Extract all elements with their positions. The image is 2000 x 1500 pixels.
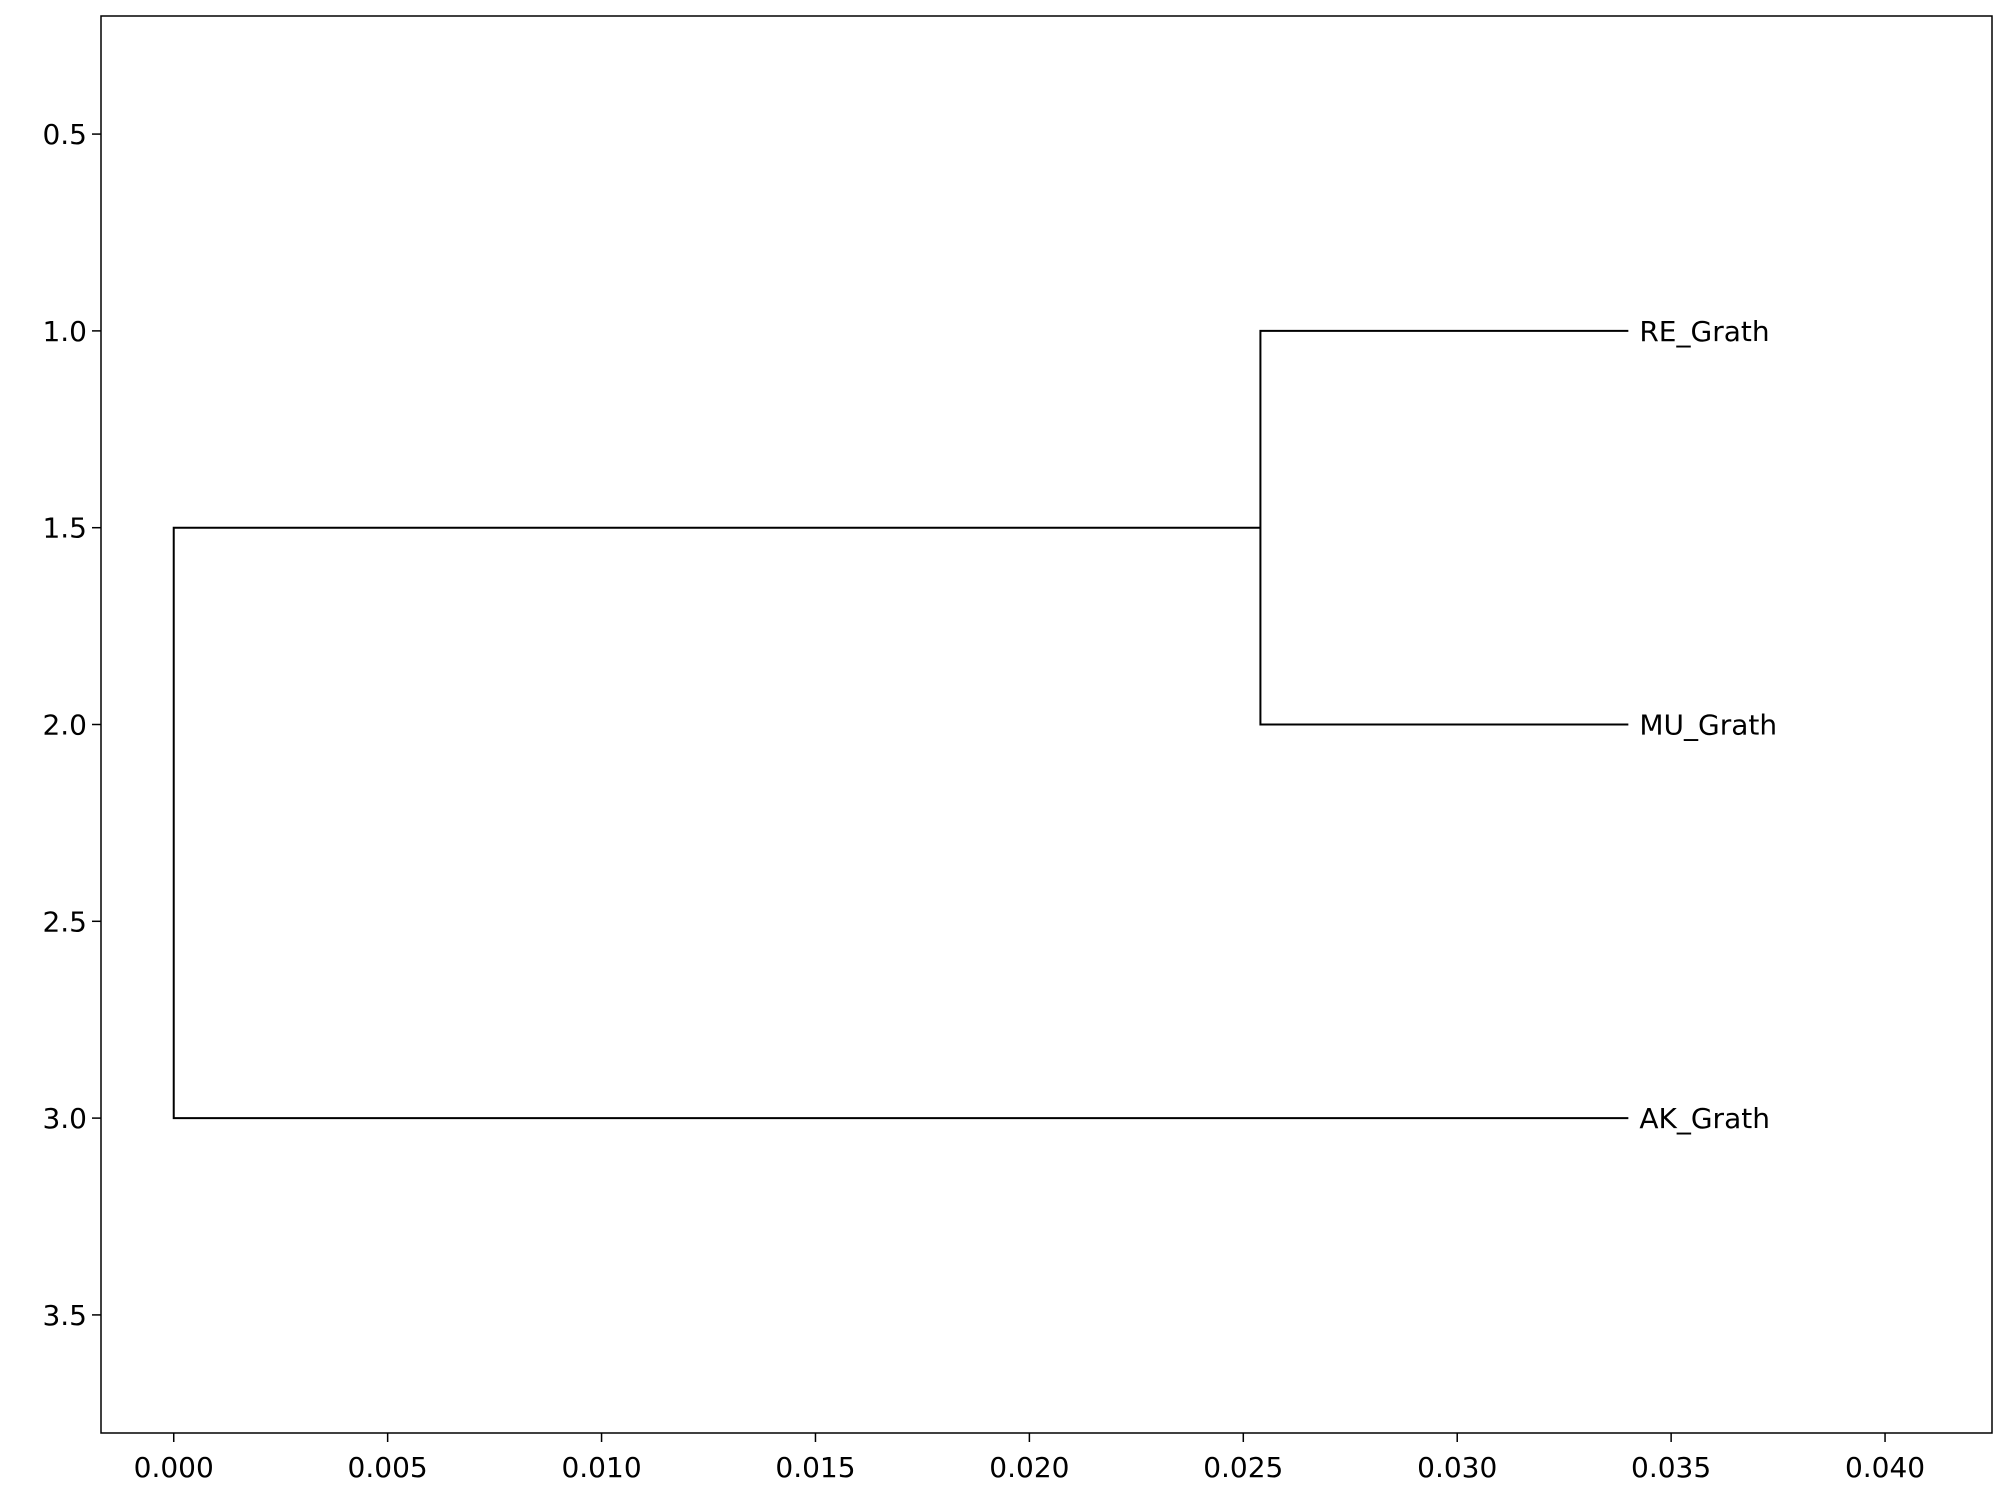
- y-tick-label: 3.5: [42, 1299, 87, 1332]
- x-axis: 0.000 0.005 0.010 0.015 0.020 0.025 0.030 0.035…: [134, 1433, 1925, 1484]
- x-tick-label: 0.020: [989, 1451, 1069, 1484]
- leaf-label: RE_Grath: [1639, 315, 1769, 348]
- x-tick-label: 0.035: [1631, 1451, 1711, 1484]
- y-tick-label: 1.0: [42, 315, 87, 348]
- leaf-label: AK_Grath: [1639, 1102, 1770, 1135]
- leaf-labels: RE_Grath MU_Grath AK_Grath: [1639, 315, 1777, 1135]
- dendrogram-link-root: [172, 526, 1629, 1120]
- x-tick-label: 0.000: [134, 1451, 214, 1484]
- y-tick-label: 3.0: [42, 1102, 87, 1135]
- y-tick-label: 1.5: [42, 512, 87, 545]
- x-tick-label: 0.010: [561, 1451, 641, 1484]
- y-tick-label: 0.5: [42, 118, 87, 151]
- x-tick-label: 0.040: [1845, 1451, 1925, 1484]
- leaf-label: MU_Grath: [1639, 709, 1777, 742]
- dendrogram-link-inner: [1259, 329, 1629, 726]
- y-tick-label: 2.0: [42, 709, 87, 742]
- x-tick-label: 0.025: [1203, 1451, 1283, 1484]
- y-axis: 0.5 1.0 1.5 2.0 2.5 3.0 3.5: [42, 118, 101, 1332]
- x-tick-label: 0.015: [775, 1451, 855, 1484]
- dendrogram-links: [172, 329, 1629, 1120]
- x-tick-label: 0.030: [1417, 1451, 1497, 1484]
- y-tick-label: 2.5: [42, 905, 87, 938]
- x-tick-label: 0.005: [348, 1451, 428, 1484]
